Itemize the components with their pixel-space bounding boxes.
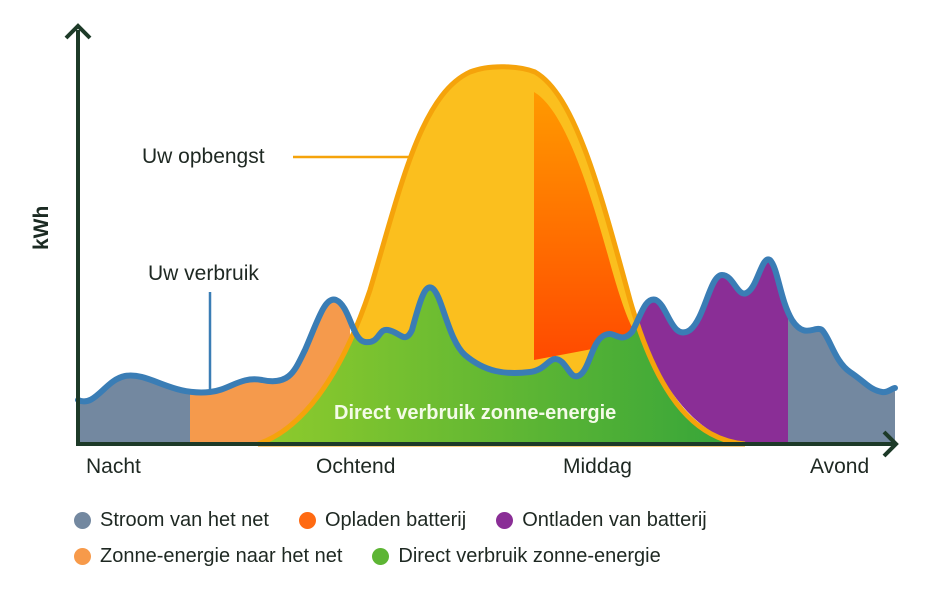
- y-axis-arrow-icon: [64, 23, 92, 40]
- x-axis-arrow-icon: [882, 430, 899, 458]
- direct-solar-use-label: Direct verbruik zonne-energie: [334, 402, 617, 424]
- legend-label: Stroom van het net: [100, 508, 269, 531]
- legend-swatch-icon: [74, 547, 91, 565]
- legend-swatch-icon: [298, 511, 316, 529]
- legend-item: Direct verbruik zonne-energie: [372, 544, 661, 568]
- legend-row: Stroom van het net Opladen batterij Ontlad…: [74, 502, 894, 538]
- legend: Stroom van het net Opladen batterij Ontlad…: [74, 502, 894, 574]
- x-tick-middag: Middag: [563, 455, 632, 478]
- legend-item: Opladen batterij: [298, 508, 467, 532]
- consumption-line: [75, 256, 898, 405]
- grid-power-evening-area: [788, 259, 895, 444]
- legend-label: Opladen batterij: [324, 508, 467, 531]
- battery-charging-area: [534, 92, 640, 360]
- legend-label: Zonne-energie naar het net: [100, 544, 343, 567]
- legend-swatch-icon: [372, 547, 390, 565]
- legend-item: Zonne-energie naar het net: [74, 545, 342, 568]
- consumption-annotation: Uw verbruik: [148, 262, 259, 285]
- production-annotation: Uw opbengst: [142, 145, 265, 168]
- direct-solar-use-area: [258, 259, 745, 444]
- x-tick-nacht: Nacht: [86, 455, 141, 478]
- legend-item: Ontladen van batterij: [496, 509, 707, 532]
- legend-label: Direct verbruik zonne-energie: [398, 544, 661, 567]
- legend-item: Stroom van het net: [74, 509, 269, 532]
- legend-swatch-icon: [74, 511, 91, 529]
- y-axis-label: kWh: [30, 205, 53, 250]
- x-tick-ochtend: Ochtend: [316, 455, 396, 478]
- grid-power-night-area: [78, 300, 190, 444]
- legend-swatch-icon: [496, 511, 514, 529]
- legend-row: Zonne-energie naar het net Direct verbrui…: [74, 538, 894, 574]
- legend-label: Ontladen van batterij: [522, 508, 707, 531]
- x-tick-avond: Avond: [810, 455, 870, 478]
